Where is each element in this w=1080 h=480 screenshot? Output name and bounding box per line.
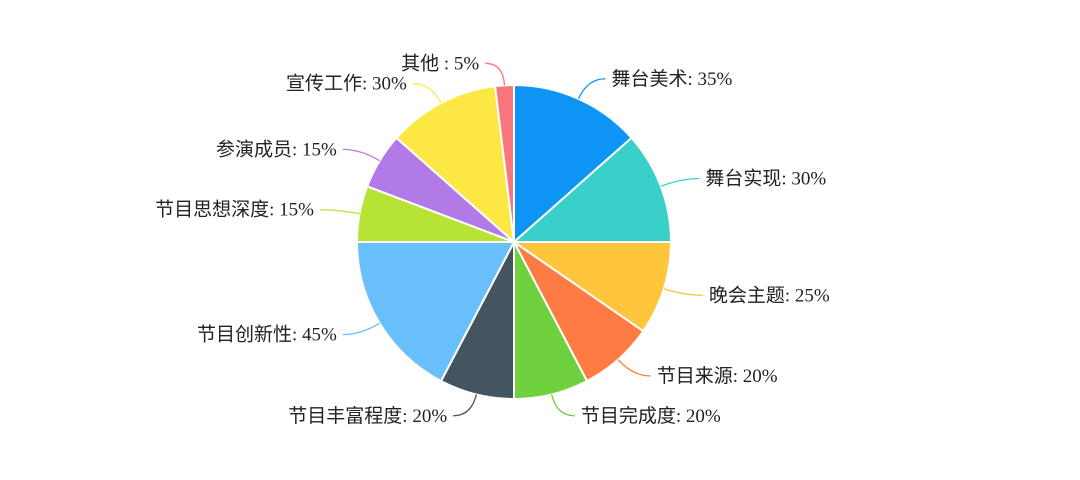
pie-slice-10 bbox=[493, 83, 515, 243]
leader-line-0 bbox=[577, 78, 606, 100]
slice-labels: 舞台美术: 35% 舞台实现: 30% 晚会主题: 25% 节目来源: 20% 节目完成… bbox=[155, 52, 830, 426]
slice-label-8: 参演成员: 15% bbox=[216, 138, 337, 160]
slice-label-9: 宣传工作: 30% bbox=[286, 73, 407, 95]
pie-slice-6 bbox=[355, 241, 516, 383]
leader-line-7 bbox=[319, 209, 360, 215]
pie-slice-9 bbox=[395, 85, 516, 245]
pie-slice-2 bbox=[510, 241, 673, 333]
leader-line-8 bbox=[342, 148, 380, 162]
leader-line-10 bbox=[485, 62, 506, 86]
leader-line-4 bbox=[550, 394, 575, 417]
leader-line-1 bbox=[660, 177, 700, 187]
leader-line-5 bbox=[453, 394, 478, 417]
slice-label-5: 节目丰富程度: 20% bbox=[288, 405, 447, 427]
slice-label-0: 舞台美术: 35% bbox=[611, 68, 732, 90]
slice-label-7: 节目思想深度: 15% bbox=[155, 199, 314, 221]
leader-line-9 bbox=[412, 82, 442, 104]
pie-slice-1 bbox=[511, 136, 673, 243]
leader-line-3 bbox=[617, 359, 651, 377]
slice-label-3: 节目来源: 20% bbox=[657, 365, 778, 387]
slice-label-6: 节目创新性: 45% bbox=[197, 324, 337, 346]
slice-label-4: 节目完成度: 20% bbox=[581, 405, 721, 427]
leader-line-2 bbox=[663, 288, 703, 296]
pie-slice-0 bbox=[513, 83, 633, 245]
slice-label-10: 其他 : 5% bbox=[401, 52, 479, 74]
leader-lines bbox=[319, 62, 703, 417]
slice-label-1: 舞台实现: 30% bbox=[705, 168, 826, 190]
pie-slices bbox=[355, 83, 673, 401]
slice-label-2: 晚会主题: 25% bbox=[709, 284, 830, 306]
leader-line-6 bbox=[342, 322, 380, 336]
